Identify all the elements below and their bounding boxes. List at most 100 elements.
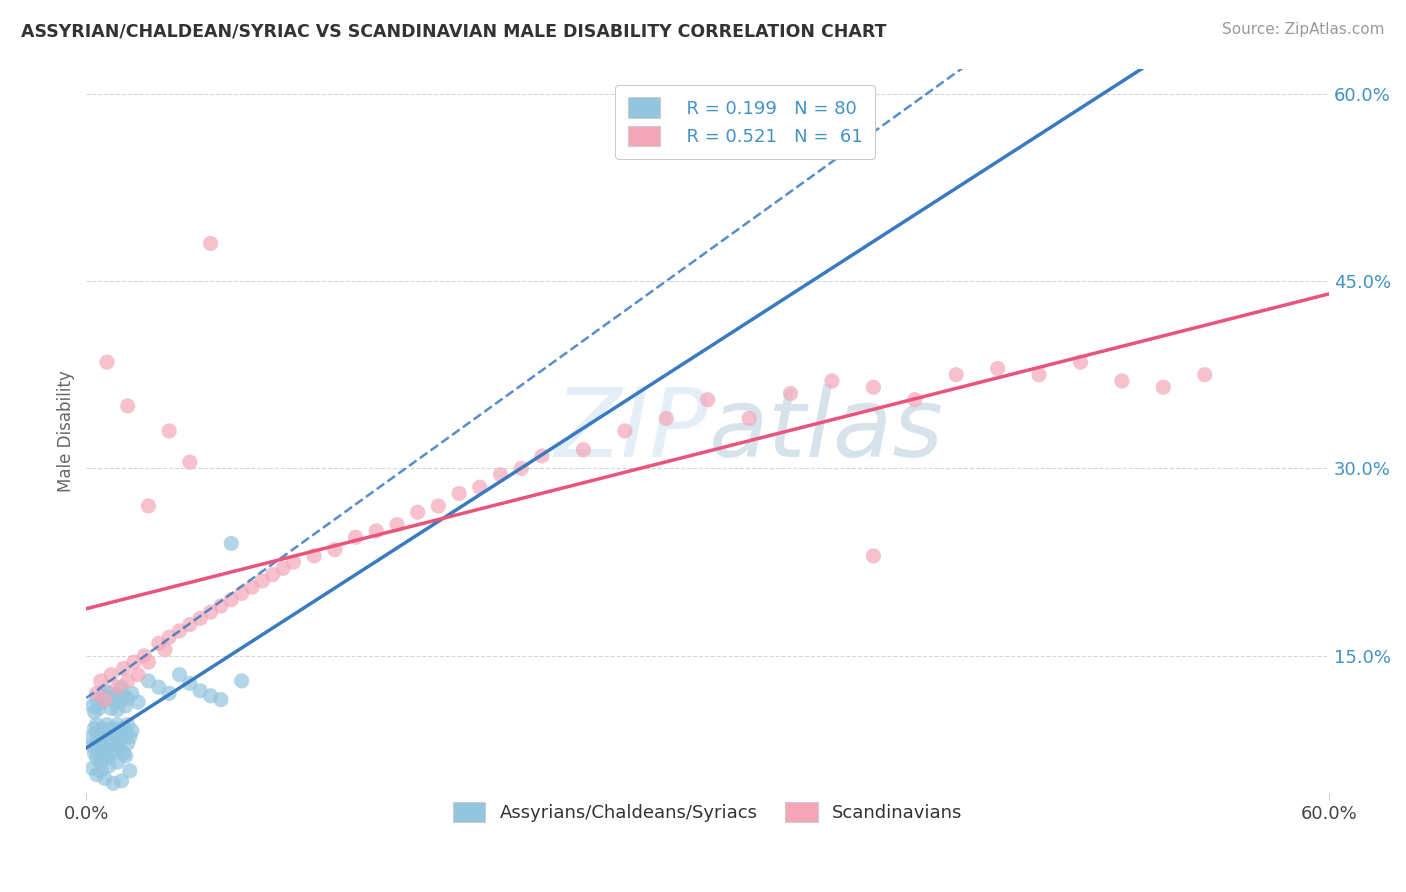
Point xyxy=(86,751,108,765)
Point xyxy=(779,386,801,401)
Point xyxy=(209,692,232,706)
Point xyxy=(83,722,105,736)
Point xyxy=(427,499,450,513)
Point xyxy=(86,717,108,731)
Point xyxy=(510,461,533,475)
Point xyxy=(134,648,156,663)
Point xyxy=(108,723,131,738)
Point xyxy=(572,442,595,457)
Point xyxy=(385,517,408,532)
Point xyxy=(96,691,118,706)
Point xyxy=(94,726,117,740)
Point xyxy=(862,380,884,394)
Point xyxy=(104,688,127,702)
Point xyxy=(344,530,367,544)
Point xyxy=(94,692,117,706)
Point xyxy=(219,592,242,607)
Point xyxy=(103,722,125,736)
Point xyxy=(138,673,160,688)
Point xyxy=(90,739,112,753)
Point xyxy=(94,742,117,756)
Point xyxy=(96,751,118,765)
Point xyxy=(1111,374,1133,388)
Point xyxy=(188,684,211,698)
Point xyxy=(87,734,110,748)
Point xyxy=(108,739,131,753)
Point xyxy=(153,642,176,657)
Point xyxy=(110,730,132,744)
Point xyxy=(117,717,139,731)
Point xyxy=(83,747,105,761)
Point xyxy=(179,617,201,632)
Point xyxy=(283,555,305,569)
Point xyxy=(79,730,101,744)
Point xyxy=(105,703,128,717)
Point xyxy=(112,689,135,703)
Point xyxy=(91,730,114,744)
Point xyxy=(188,611,211,625)
Point xyxy=(105,755,128,769)
Text: Source: ZipAtlas.com: Source: ZipAtlas.com xyxy=(1222,22,1385,37)
Point xyxy=(987,361,1010,376)
Point xyxy=(103,736,125,750)
Point xyxy=(98,739,121,753)
Point xyxy=(122,655,145,669)
Point xyxy=(138,499,160,513)
Point xyxy=(323,542,346,557)
Point xyxy=(98,759,121,773)
Point xyxy=(105,717,128,731)
Point xyxy=(231,673,253,688)
Point xyxy=(100,730,122,744)
Point xyxy=(87,742,110,756)
Point xyxy=(1152,380,1174,394)
Point xyxy=(117,736,139,750)
Point xyxy=(138,655,160,669)
Point xyxy=(179,676,201,690)
Point xyxy=(83,705,105,719)
Point xyxy=(169,624,191,638)
Point xyxy=(157,630,180,644)
Point xyxy=(209,599,232,613)
Point xyxy=(200,689,222,703)
Point xyxy=(127,667,149,681)
Point xyxy=(86,692,108,706)
Point xyxy=(738,411,761,425)
Y-axis label: Male Disability: Male Disability xyxy=(58,370,75,491)
Point xyxy=(117,399,139,413)
Point xyxy=(118,730,141,744)
Point xyxy=(468,480,491,494)
Point xyxy=(91,748,114,763)
Point xyxy=(87,701,110,715)
Point xyxy=(90,723,112,738)
Point xyxy=(252,574,274,588)
Point xyxy=(449,486,471,500)
Point xyxy=(157,424,180,438)
Point xyxy=(105,734,128,748)
Point xyxy=(112,661,135,675)
Point xyxy=(406,505,429,519)
Point xyxy=(96,717,118,731)
Point xyxy=(366,524,388,538)
Point xyxy=(91,689,114,703)
Point xyxy=(94,772,117,786)
Point xyxy=(117,691,139,706)
Point xyxy=(94,684,117,698)
Point xyxy=(100,667,122,681)
Point xyxy=(530,449,553,463)
Point xyxy=(118,764,141,778)
Point xyxy=(114,748,136,763)
Point xyxy=(96,355,118,369)
Point xyxy=(90,673,112,688)
Point xyxy=(82,698,104,713)
Point xyxy=(90,764,112,778)
Point xyxy=(100,747,122,761)
Text: atlas: atlas xyxy=(707,384,942,477)
Point xyxy=(103,694,125,708)
Point xyxy=(82,739,104,753)
Point xyxy=(169,667,191,681)
Point xyxy=(90,755,112,769)
Point xyxy=(86,686,108,700)
Point xyxy=(98,686,121,700)
Text: ASSYRIAN/CHALDEAN/SYRIAC VS SCANDINAVIAN MALE DISABILITY CORRELATION CHART: ASSYRIAN/CHALDEAN/SYRIAC VS SCANDINAVIAN… xyxy=(21,22,887,40)
Point xyxy=(240,580,263,594)
